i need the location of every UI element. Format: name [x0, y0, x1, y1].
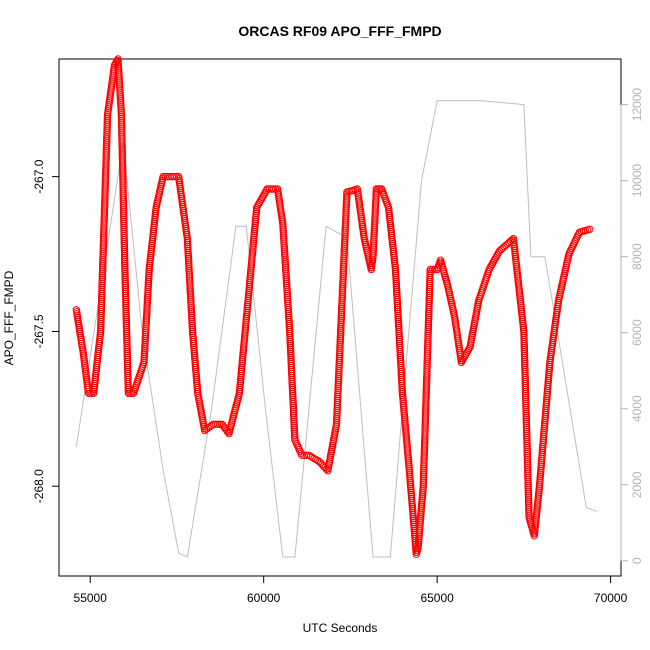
y-tick-label: -267.0: [32, 159, 46, 193]
x-axis-label: UTC Seconds: [303, 621, 378, 635]
data-point: [426, 265, 434, 274]
y-tick-label: -267.5: [32, 314, 46, 348]
altitude-line: [75, 100, 597, 558]
data-point: [525, 509, 533, 517]
right-y-tick-label: 12000: [630, 88, 644, 122]
y-axis: -268.0 -267.5 -267.0: [32, 159, 60, 503]
y-tick-label: -268.0: [32, 469, 46, 503]
y-axis-label: APO_FFF_FMPD: [2, 270, 16, 365]
right-y-tick-label: 0: [630, 557, 644, 564]
right-y-tick-label: 2000: [630, 471, 644, 498]
x-tick-label: 65000: [420, 591, 454, 605]
data-point: [269, 185, 278, 193]
right-y-tick-label: 10000: [630, 164, 644, 198]
x-tick-label: 55000: [74, 591, 108, 605]
plot-area: [72, 55, 597, 558]
data-point: [170, 172, 179, 181]
data-point: [428, 265, 437, 274]
data-point: [426, 269, 434, 278]
right-y-axis: 0 2000 4000 6000 8000 10000 12000: [620, 88, 644, 564]
data-point: [343, 192, 351, 200]
chart-title: ORCAS RF09 APO_FFF_FMPD: [238, 23, 441, 39]
right-y-tick-label: 8000: [630, 243, 644, 270]
x-tick-label: 70000: [594, 591, 628, 605]
data-point: [298, 451, 306, 459]
right-y-tick-label: 6000: [630, 319, 644, 346]
data-point: [214, 420, 222, 428]
x-tick-label: 60000: [247, 591, 281, 605]
data-point: [586, 225, 594, 234]
x-axis: 55000 60000 65000 70000: [74, 575, 628, 605]
right-y-tick-label: 4000: [630, 395, 644, 422]
